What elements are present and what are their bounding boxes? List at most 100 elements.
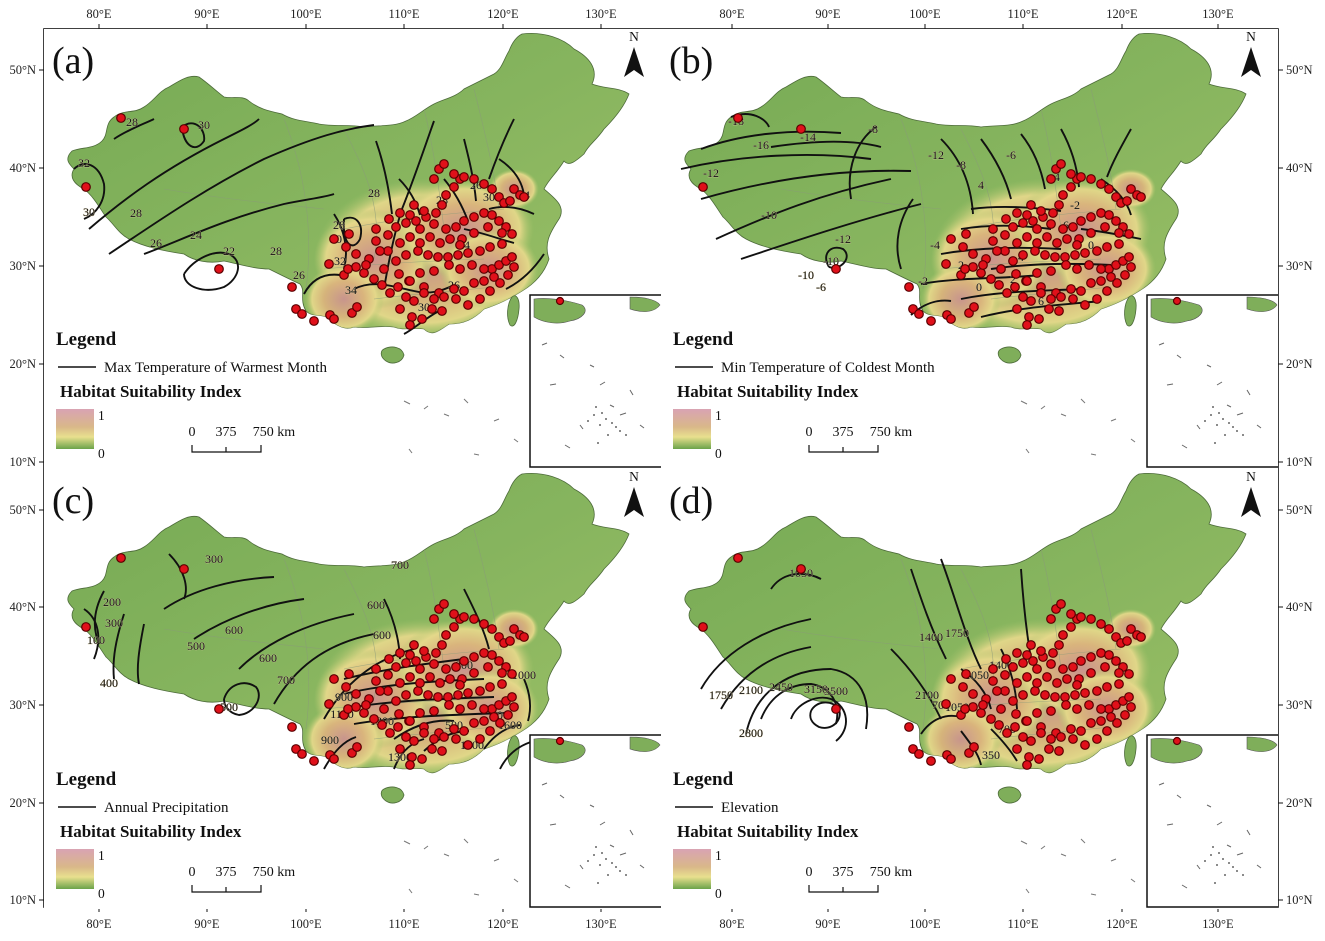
occurrence-point bbox=[497, 668, 507, 678]
occurrence-point bbox=[994, 720, 1004, 730]
isoline-label: 6 bbox=[1038, 294, 1044, 308]
panel-label: (a) bbox=[52, 40, 94, 82]
legend-title: Legend bbox=[673, 769, 734, 790]
occurrence-point bbox=[431, 208, 441, 218]
occurrence-point bbox=[1022, 320, 1032, 330]
lon-tick: 90°E bbox=[815, 917, 840, 931]
occurrence-point bbox=[451, 662, 461, 672]
legend-item-label: Max Temperature of Warmest Month bbox=[104, 360, 327, 376]
lon-tick: 100°E bbox=[290, 917, 322, 931]
scale-bar: 0 375 750 km bbox=[189, 425, 295, 453]
isoline bbox=[488, 206, 535, 215]
occurrence-point bbox=[401, 250, 411, 260]
occurrence-point bbox=[926, 316, 936, 326]
occurrence-point bbox=[469, 212, 479, 222]
isoline-label: 32 bbox=[78, 156, 90, 170]
occurrence-point bbox=[343, 264, 353, 274]
occurrence-point bbox=[1046, 294, 1056, 304]
occurrence-point bbox=[1042, 672, 1052, 682]
hsi-title: Habitat Suitability Index bbox=[677, 822, 859, 841]
lon-tick: 90°E bbox=[194, 7, 219, 21]
occurrence-point bbox=[351, 689, 361, 699]
occurrence-point bbox=[1114, 668, 1124, 678]
lon-tick: 130°E bbox=[585, 917, 617, 931]
occurrence-point bbox=[463, 248, 473, 258]
occurrence-point bbox=[455, 240, 465, 250]
isoline bbox=[136, 623, 145, 685]
isoline-label: 2 bbox=[958, 258, 964, 272]
occurrence-point bbox=[1012, 208, 1022, 218]
occurrence-point bbox=[1086, 652, 1096, 662]
occurrence-point bbox=[445, 674, 455, 684]
occurrence-point bbox=[479, 619, 489, 629]
isoline-label: 600 bbox=[225, 623, 243, 637]
occurrence-point bbox=[385, 728, 395, 738]
occurrence-point bbox=[393, 282, 403, 292]
isoline bbox=[980, 138, 1012, 200]
isoline-label: 2100 bbox=[739, 683, 763, 697]
north-arrow-icon: N bbox=[1241, 469, 1261, 517]
isoline-label: 3150 bbox=[804, 682, 828, 696]
occurrence-point bbox=[1002, 728, 1012, 738]
isoline-label: 200 bbox=[103, 595, 121, 609]
occurrence-point bbox=[487, 624, 497, 634]
isoline bbox=[770, 572, 822, 590]
legend: Legend Min Temperature of Coldest Month Ha… bbox=[673, 329, 935, 461]
occurrence-point bbox=[409, 640, 419, 650]
occurrence-point bbox=[469, 278, 479, 288]
lon-tick: 110°E bbox=[1008, 917, 1039, 931]
occurrence-point bbox=[1018, 250, 1028, 260]
occurrence-point bbox=[463, 740, 473, 750]
occurrence-point bbox=[1104, 184, 1114, 194]
occurrence-point bbox=[1011, 269, 1021, 279]
occurrence-point bbox=[463, 300, 473, 310]
isoline-label: 1050 bbox=[965, 668, 989, 682]
occurrence-point bbox=[415, 708, 425, 718]
occurrence-point bbox=[1104, 650, 1114, 660]
panel-label: (d) bbox=[669, 480, 713, 522]
isoline bbox=[342, 216, 362, 247]
occurrence-point bbox=[1102, 726, 1112, 736]
occurrence-point bbox=[407, 752, 417, 762]
hsi-max-label: 1 bbox=[715, 408, 722, 423]
occurrence-point bbox=[409, 736, 419, 746]
occurrence-point bbox=[1056, 732, 1066, 742]
lat-tick: 20°N bbox=[1286, 796, 1313, 810]
occurrence-point bbox=[437, 306, 447, 316]
occurrence-point bbox=[1092, 686, 1102, 696]
occurrence-point bbox=[904, 722, 914, 732]
isoline bbox=[1020, 568, 1032, 660]
isoline bbox=[238, 613, 355, 670]
occurrence-point bbox=[483, 222, 493, 232]
south-china-sea-inset bbox=[1146, 734, 1278, 908]
isoline-label: -8 bbox=[868, 122, 878, 136]
hsi-title: Habitat Suitability Index bbox=[60, 382, 242, 401]
lon-tick: 80°E bbox=[86, 917, 111, 931]
occurrence-point bbox=[489, 272, 499, 282]
occurrence-point bbox=[976, 708, 986, 718]
occurrence-point bbox=[1060, 252, 1070, 262]
occurrence-point bbox=[796, 124, 806, 134]
scale-bar: 0 375 750 km bbox=[189, 865, 295, 893]
isoline bbox=[890, 648, 942, 720]
isoline bbox=[790, 696, 847, 742]
occurrence-point bbox=[1000, 670, 1010, 680]
isoline-label: 2100 bbox=[915, 688, 939, 702]
scale-label: 375 bbox=[216, 865, 237, 880]
occurrence-point bbox=[1066, 609, 1076, 619]
occurrence-point bbox=[377, 280, 387, 290]
isoline-label: -12 bbox=[928, 148, 944, 162]
occurrence-point bbox=[429, 734, 439, 744]
occurrence-point bbox=[1022, 276, 1032, 286]
isoline bbox=[940, 138, 974, 215]
south-china-sea-inset bbox=[529, 294, 661, 468]
occurrence-point bbox=[352, 302, 362, 312]
occurrence-point bbox=[796, 564, 806, 574]
lon-tick: 90°E bbox=[815, 7, 840, 21]
isoline-label: -16 bbox=[753, 138, 769, 152]
isoline bbox=[113, 118, 155, 140]
isoline bbox=[700, 618, 812, 690]
occurrence-point bbox=[988, 664, 998, 674]
scale-label: 0 bbox=[189, 865, 196, 880]
occurrence-point bbox=[444, 260, 454, 270]
